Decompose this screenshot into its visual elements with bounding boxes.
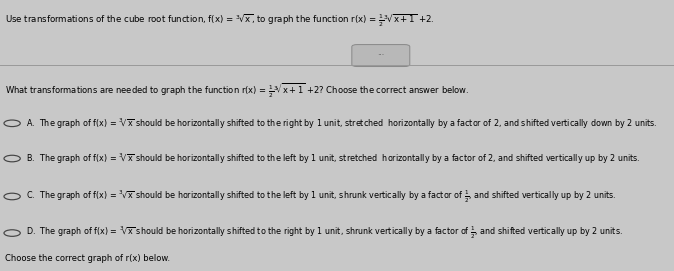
Text: Use transformations of the cube root function, f(x) = $\mathregular{^3\!\sqrt{x}: Use transformations of the cube root fun… — [5, 12, 435, 29]
Text: B.  The graph of f(x) = $\mathregular{^3\!\sqrt{x}}$ should be horizontally shif: B. The graph of f(x) = $\mathregular{^3\… — [26, 151, 640, 166]
Ellipse shape — [4, 193, 20, 200]
Text: C.  The graph of f(x) = $\mathregular{^3\!\sqrt{x}}$ should be horizontally shif: C. The graph of f(x) = $\mathregular{^3\… — [26, 188, 616, 205]
Text: D.  The graph of f(x) = $\mathregular{^3\!\sqrt{x}}$ should be horizontally shif: D. The graph of f(x) = $\mathregular{^3\… — [26, 225, 623, 241]
Ellipse shape — [4, 120, 20, 127]
Text: A.  The graph of f(x) = $\mathregular{^3\!\sqrt{x}}$ should be horizontally shif: A. The graph of f(x) = $\mathregular{^3\… — [26, 116, 657, 131]
Text: ···: ··· — [377, 51, 384, 60]
FancyBboxPatch shape — [352, 44, 410, 66]
Ellipse shape — [4, 155, 20, 162]
Text: Choose the correct graph of r(x) below.: Choose the correct graph of r(x) below. — [5, 254, 171, 263]
Text: What transformations are needed to graph the function r(x) = $\mathregular{\frac: What transformations are needed to graph… — [5, 81, 470, 100]
Ellipse shape — [4, 230, 20, 236]
